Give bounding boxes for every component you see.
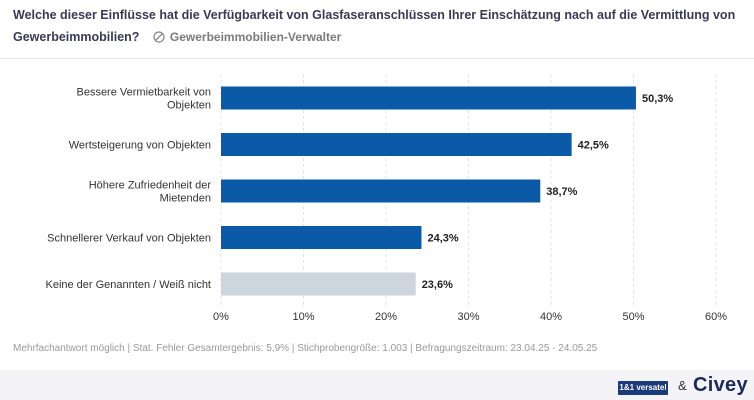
x-tick-label: 20% [375, 311, 397, 323]
civey-logo[interactable]: Civey [693, 374, 748, 396]
bar [221, 226, 422, 249]
bar-value-label: 38,7% [546, 186, 577, 198]
bar-value-label: 23,6% [422, 279, 453, 291]
footnote: Mehrfachantwort möglich | Stat. Fehler G… [13, 343, 598, 354]
x-tick-label: 30% [457, 311, 479, 323]
bar [221, 272, 416, 296]
ampersand: & [678, 378, 687, 393]
bar-chart: 0% 10% 20% 30% 40% 50% 60% 50,3% Bessere Vermiet… [45, 74, 727, 323]
bar [221, 133, 572, 156]
bar-value-label: 50,3% [642, 93, 673, 105]
bar [221, 86, 636, 110]
category-label: Schnellerer Verkauf von Objekten [47, 233, 211, 245]
chart-title: Welche dieser Einflüsse hat die Verfügba… [13, 4, 743, 48]
bar-value-label: 42,5% [578, 140, 609, 152]
x-tick-label: 40% [540, 311, 562, 323]
header-divider [0, 58, 754, 59]
x-tick-label: 10% [292, 311, 314, 323]
question-text: Welche dieser Einflüsse hat die Verfügba… [13, 8, 736, 44]
x-tick-label: 60% [705, 311, 727, 323]
audience-text: Gewerbeimmobilien-Verwalter [169, 30, 342, 44]
category-label: Wertsteigerung von Objekten [69, 140, 211, 152]
bar-value-label: 24,3% [427, 233, 458, 245]
x-tick-label: 0% [213, 311, 229, 323]
category-label: Höhere Zufriedenheit der Mietenden [89, 180, 212, 205]
versatel-logo[interactable]: 1&1 versatel [618, 381, 668, 395]
category-label: Bessere Vermietbarkeit von Objekten [76, 87, 211, 112]
x-tick-label: 50% [622, 311, 644, 323]
bar [221, 179, 541, 203]
category-label: Keine der Genannten / Weiß nicht [45, 279, 211, 291]
target-icon [153, 31, 165, 43]
audience-label: Gewerbeimmobilien-Verwalter [153, 30, 341, 44]
